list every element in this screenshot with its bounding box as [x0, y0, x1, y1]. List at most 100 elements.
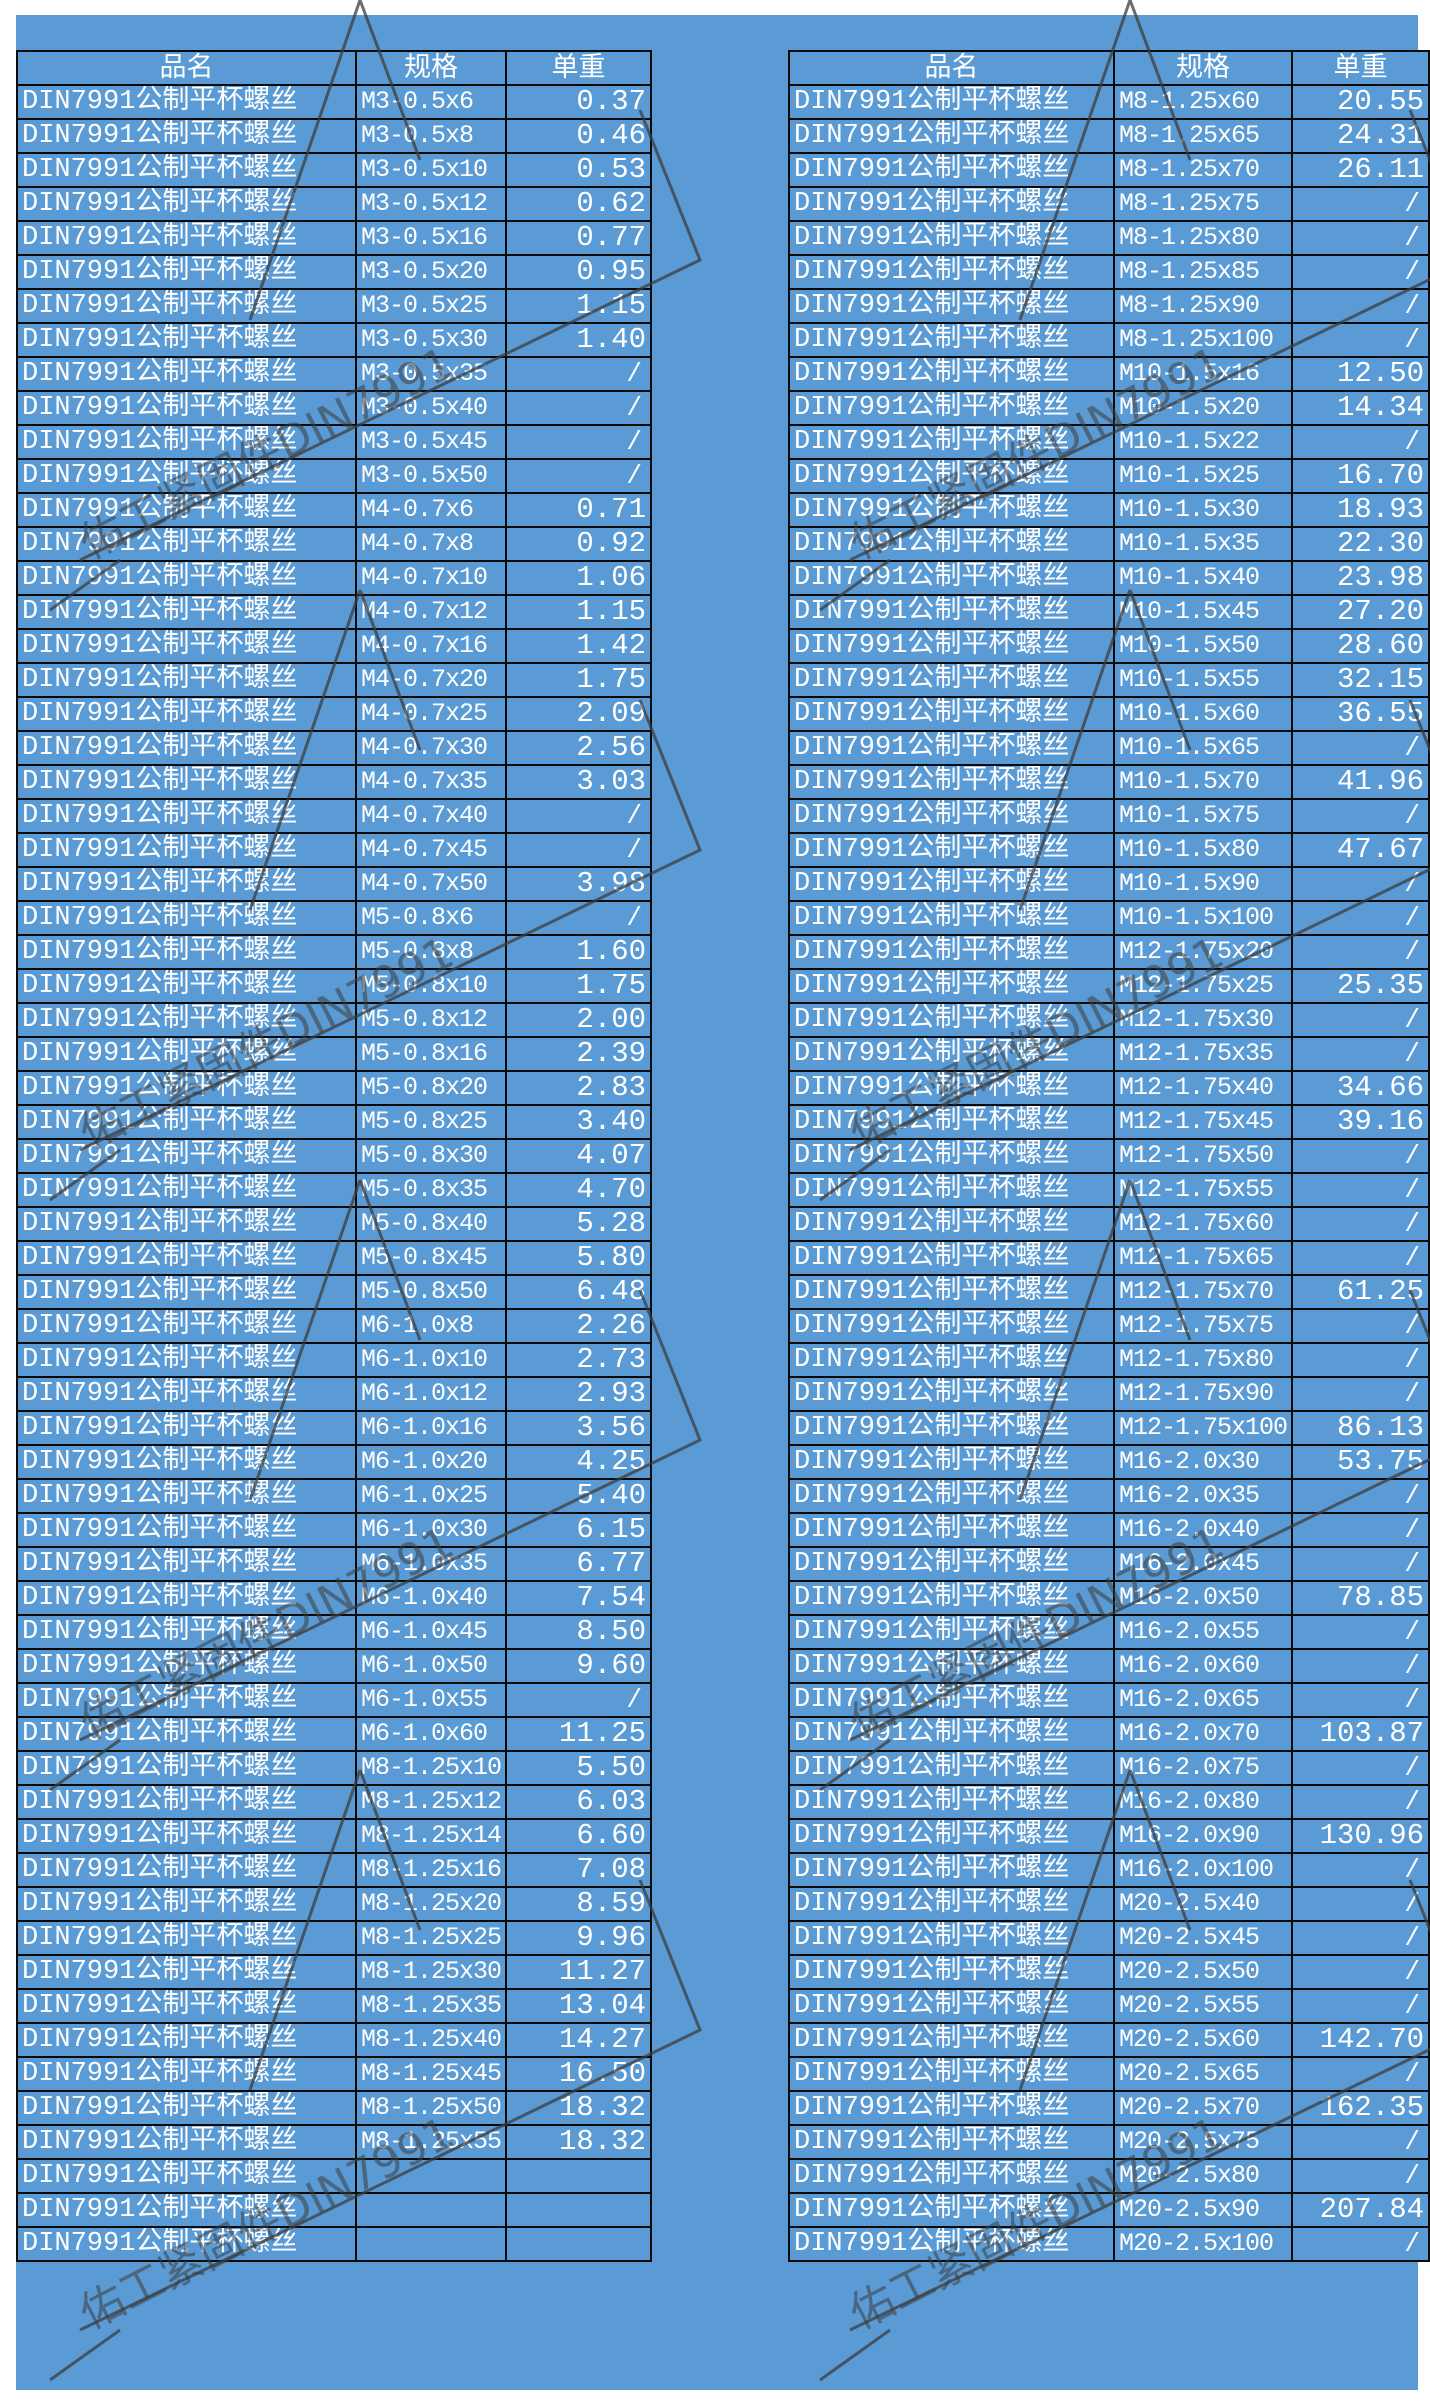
table-row: DIN7991公制平杯螺丝 M5-0.8x35 4.70 — [16, 1172, 653, 1208]
weight-cell: 9.60 — [505, 1648, 653, 1684]
table-row: DIN7991公制平杯螺丝 M16-2.0x65/ — [788, 1682, 1430, 1718]
product-name-cell: DIN7991公制平杯螺丝 — [788, 1580, 1115, 1616]
product-name-cell: DIN7991公制平杯螺丝 — [788, 254, 1115, 290]
weight-cell: / — [1291, 934, 1430, 970]
table-row: DIN7991公制平杯螺丝 M16-2.0x80/ — [788, 1784, 1430, 1820]
table-row: DIN7991公制平杯螺丝 M8-1.25x65 24.31 — [788, 118, 1430, 154]
weight-cell: / — [505, 1682, 653, 1718]
spec-cell: M10-1.5x22 — [1112, 424, 1294, 460]
table-row: DIN7991公制平杯螺丝 M8-1.25x25 9.96 — [16, 1920, 653, 1956]
product-name-cell: DIN7991公制平杯螺丝 — [788, 1070, 1115, 1106]
table-row: DIN7991公制平杯螺丝 M10-1.5x100/ — [788, 900, 1430, 936]
spec-cell: M10-1.5x50 — [1112, 628, 1294, 664]
spec-cell: M20-2.5x55 — [1112, 1988, 1294, 2024]
table-row: DIN7991公制平杯螺丝 M6-1.0x12 2.93 — [16, 1376, 653, 1412]
table-row: DIN7991公制平杯螺丝 M16-2.0x35/ — [788, 1478, 1430, 1514]
weight-cell: / — [1291, 1546, 1430, 1582]
product-name-cell: DIN7991公制平杯螺丝 — [16, 1920, 357, 1956]
table-row: DIN7991公制平杯螺丝 M10-1.5x45 27.20 — [788, 594, 1430, 630]
spec-cell: M8-1.25x12 — [354, 1784, 508, 1820]
weight-cell: 0.62 — [505, 186, 653, 222]
product-name-cell: DIN7991公制平杯螺丝 — [16, 1988, 357, 2024]
product-name-cell: DIN7991公制平杯螺丝 — [788, 1614, 1115, 1650]
spec-cell: M10-1.5x25 — [1112, 458, 1294, 494]
spec-cell: M8-1.25x65 — [1112, 118, 1294, 154]
weight-cell: 162.35 — [1291, 2090, 1430, 2126]
spec-cell: M4-0.7x25 — [354, 696, 508, 732]
product-name-cell: DIN7991公制平杯螺丝 — [16, 1716, 357, 1752]
table-row: DIN7991公制平杯螺丝 M4-0.7x10 1.06 — [16, 560, 653, 596]
table-row: DIN7991公制平杯螺丝 M8-1.25x55 18.32 — [16, 2124, 653, 2160]
table-row: DIN7991公制平杯螺丝 M4-0.7x6 0.71 — [16, 492, 653, 528]
weight-cell: 0.77 — [505, 220, 653, 256]
spec-cell: M4-0.7x40 — [354, 798, 508, 834]
spec-cell: M3-0.5x8 — [354, 118, 508, 154]
product-name-cell: DIN7991公制平杯螺丝 — [16, 1070, 357, 1106]
product-name-cell: DIN7991公制平杯螺丝 — [16, 2022, 357, 2058]
product-name-cell: DIN7991公制平杯螺丝 — [788, 764, 1115, 800]
table-row: DIN7991公制平杯螺丝 M6-1.0x50 9.60 — [16, 1648, 653, 1684]
product-name-cell: DIN7991公制平杯螺丝 — [16, 1852, 357, 1888]
table-row: DIN7991公制平杯螺丝 M10-1.5x55 32.15 — [788, 662, 1430, 698]
weight-cell: 7.54 — [505, 1580, 653, 1616]
product-name-cell: DIN7991公制平杯螺丝 — [16, 1172, 357, 1208]
weight-cell: / — [505, 356, 653, 392]
product-name-cell: DIN7991公制平杯螺丝 — [788, 1104, 1115, 1140]
table-row: DIN7991公制平杯螺丝 M3-0.5x6 0.37 — [16, 84, 653, 120]
weight-cell: / — [1291, 1988, 1430, 2024]
weight-cell: / — [1291, 322, 1430, 358]
table-row: DIN7991公制平杯螺丝 M3-0.5x25 1.15 — [16, 288, 653, 324]
product-name-cell: DIN7991公制平杯螺丝 — [16, 764, 357, 800]
spec-cell: M8-1.25x60 — [1112, 84, 1294, 120]
spec-cell: M8-1.25x90 — [1112, 288, 1294, 324]
spec-cell: M4-0.7x12 — [354, 594, 508, 630]
spec-cell: M12-1.75x40 — [1112, 1070, 1294, 1106]
weight-cell: / — [1291, 1886, 1430, 1922]
product-name-cell: DIN7991公制平杯螺丝 — [788, 730, 1115, 766]
product-name-cell: DIN7991公制平杯螺丝 — [788, 424, 1115, 460]
table-row: DIN7991公制平杯螺丝 M6-1.0x60 11.25 — [16, 1716, 653, 1752]
product-name-cell: DIN7991公制平杯螺丝 — [788, 662, 1115, 698]
table-row: DIN7991公制平杯螺丝 M8-1.25x90/ — [788, 288, 1430, 324]
table-row: DIN7991公制平杯螺丝 M6-1.0x10 2.73 — [16, 1342, 653, 1378]
product-name-cell: DIN7991公制平杯螺丝 — [788, 1138, 1115, 1174]
spec-cell: M10-1.5x55 — [1112, 662, 1294, 698]
product-name-cell: DIN7991公制平杯螺丝 — [16, 84, 357, 120]
spec-cell: M8-1.25x35 — [354, 1988, 508, 2024]
product-name-cell: DIN7991公制平杯螺丝 — [16, 1240, 357, 1276]
product-name-cell: DIN7991公制平杯螺丝 — [788, 2192, 1115, 2228]
product-name-cell: DIN7991公制平杯螺丝 — [16, 560, 357, 596]
table-row: DIN7991公制平杯螺丝 M6-1.0x30 6.15 — [16, 1512, 653, 1548]
weight-cell: 0.92 — [505, 526, 653, 562]
weight-cell: / — [1291, 1954, 1430, 1990]
product-name-cell: DIN7991公制平杯螺丝 — [16, 2056, 357, 2092]
weight-cell: 4.70 — [505, 1172, 653, 1208]
weight-cell: 16.50 — [505, 2056, 653, 2092]
spec-cell: M10-1.5x90 — [1112, 866, 1294, 902]
spec-cell: M4-0.7x45 — [354, 832, 508, 868]
spec-cell: M12-1.75x90 — [1112, 1376, 1294, 1412]
table-row: DIN7991公制平杯螺丝 M16-2.0x40/ — [788, 1512, 1430, 1548]
table-row: DIN7991公制平杯螺丝 M5-0.8x45 5.80 — [16, 1240, 653, 1276]
spec-cell: M6-1.0x12 — [354, 1376, 508, 1412]
spec-cell: M20-2.5x70 — [1112, 2090, 1294, 2126]
product-name-cell: DIN7991公制平杯螺丝 — [16, 2226, 357, 2262]
weight-cell: / — [1291, 1784, 1430, 1820]
spec-cell: M5-0.8x6 — [354, 900, 508, 936]
spec-cell: M6-1.0x10 — [354, 1342, 508, 1378]
weight-cell: 103.87 — [1291, 1716, 1430, 1752]
weight-cell: / — [1291, 798, 1430, 834]
table-row: DIN7991公制平杯螺丝 M8-1.25x12 6.03 — [16, 1784, 653, 1820]
product-name-cell: DIN7991公制平杯螺丝 — [16, 2192, 357, 2228]
spec-cell: M3-0.5x16 — [354, 220, 508, 256]
weight-cell: 13.04 — [505, 1988, 653, 2024]
weight-cell: 6.15 — [505, 1512, 653, 1548]
table-row: DIN7991公制平杯螺丝 M5-0.8x20 2.83 — [16, 1070, 653, 1106]
product-name-cell: DIN7991公制平杯螺丝 — [16, 1308, 357, 1344]
spec-cell: M8-1.25x85 — [1112, 254, 1294, 290]
weight-cell: 1.42 — [505, 628, 653, 664]
spec-cell: M16-2.0x45 — [1112, 1546, 1294, 1582]
product-name-cell: DIN7991公制平杯螺丝 — [788, 118, 1115, 154]
spec-cell: M10-1.5x75 — [1112, 798, 1294, 834]
spec-cell: M12-1.75x45 — [1112, 1104, 1294, 1140]
